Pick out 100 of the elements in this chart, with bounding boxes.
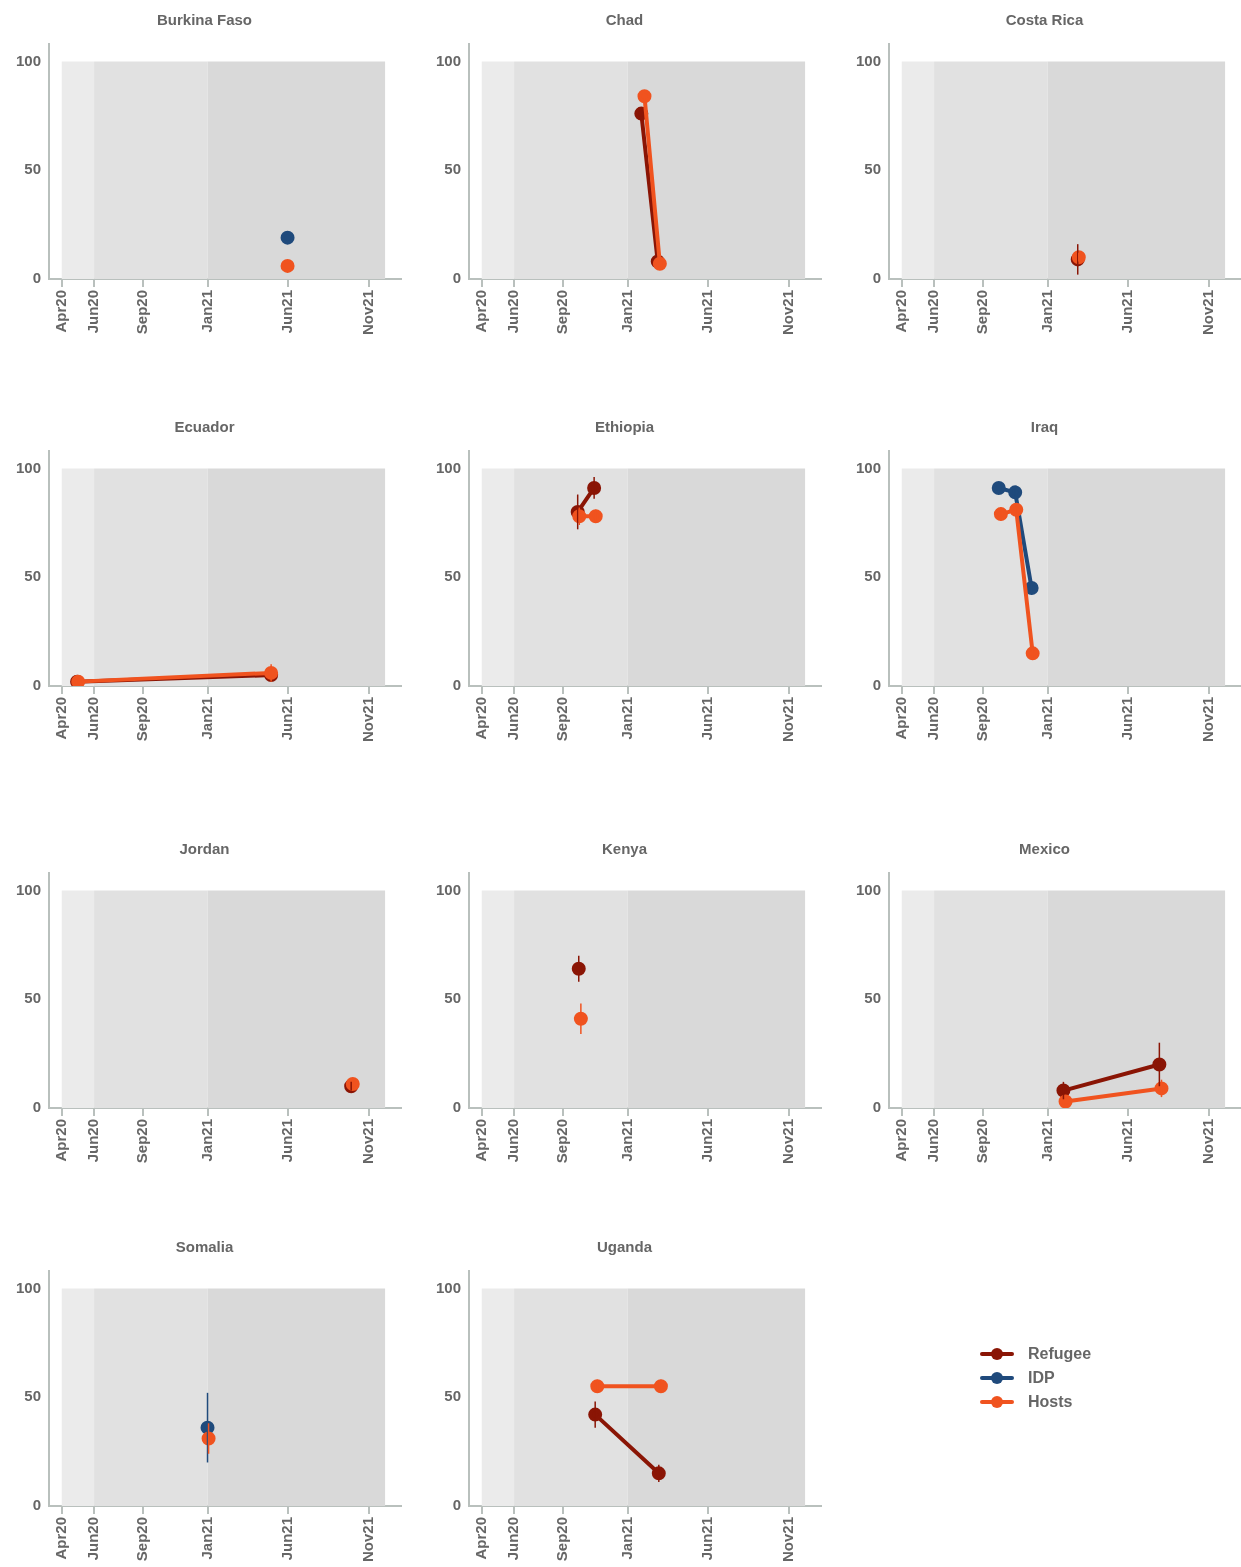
y-tick-label: 50 bbox=[864, 989, 882, 1007]
y-tick-label: 50 bbox=[444, 1387, 462, 1405]
x-tick-label: Nov21 bbox=[358, 289, 376, 336]
x-tick-label: Nov21 bbox=[778, 696, 796, 743]
y-tick-label: 0 bbox=[32, 676, 42, 694]
x-tick-label: Jan21 bbox=[197, 289, 215, 333]
y-tick-label: 100 bbox=[856, 880, 882, 898]
x-tick-label: Apr20 bbox=[891, 1118, 909, 1162]
y-tick-label: 0 bbox=[32, 1496, 42, 1514]
x-tick-label: Nov21 bbox=[1198, 1118, 1216, 1165]
x-tick-label: Nov21 bbox=[358, 1516, 376, 1563]
x-tick-label: Jan21 bbox=[1037, 1118, 1055, 1162]
y-tick-label: 100 bbox=[16, 458, 42, 476]
x-tick-label: Apr20 bbox=[471, 1118, 489, 1162]
x-tick-label: Jun20 bbox=[924, 1118, 942, 1163]
x-tick-label: Jan21 bbox=[1037, 696, 1055, 740]
x-tick-label: Jan21 bbox=[617, 696, 635, 740]
y-tick-label: 100 bbox=[436, 51, 462, 69]
x-tick-label: Sep20 bbox=[552, 696, 570, 742]
x-tick-label: Jan21 bbox=[617, 1118, 635, 1162]
chart-title: Iraq bbox=[1030, 418, 1059, 436]
x-tick-label: Jan21 bbox=[1037, 289, 1055, 333]
y-tick-label: 50 bbox=[444, 989, 462, 1007]
x-tick-label: Sep20 bbox=[972, 1118, 990, 1164]
x-tick-label: Jun20 bbox=[84, 1516, 102, 1561]
y-tick-label: 50 bbox=[24, 989, 42, 1007]
x-tick-label: Nov21 bbox=[1198, 696, 1216, 743]
y-tick-label: 50 bbox=[444, 567, 462, 585]
y-tick-label: 0 bbox=[452, 1496, 462, 1514]
y-tick-label: 100 bbox=[436, 1278, 462, 1296]
chart-title: Ethiopia bbox=[594, 418, 655, 436]
y-tick-label: 50 bbox=[24, 567, 42, 585]
chart-title: Kenya bbox=[601, 840, 648, 858]
x-tick-label: Apr20 bbox=[891, 696, 909, 740]
x-tick-label: Nov21 bbox=[1198, 289, 1216, 336]
x-tick-label: Apr20 bbox=[891, 289, 909, 333]
x-tick-label: Jun21 bbox=[1117, 696, 1135, 741]
x-tick-label: Jun21 bbox=[697, 1118, 715, 1163]
x-tick-label: Nov21 bbox=[778, 289, 796, 336]
y-tick-label: 0 bbox=[872, 676, 882, 694]
x-tick-label: Nov21 bbox=[778, 1118, 796, 1165]
legend-label: Hosts bbox=[1028, 1393, 1073, 1411]
chart-title: Costa Rica bbox=[1005, 11, 1084, 29]
x-tick-label: Jan21 bbox=[197, 696, 215, 740]
x-tick-label: Jun21 bbox=[697, 1516, 715, 1561]
x-tick-label: Jun21 bbox=[697, 696, 715, 741]
legend-label: IDP bbox=[1028, 1369, 1055, 1387]
x-tick-label: Jun21 bbox=[277, 289, 295, 334]
x-tick-label: Sep20 bbox=[552, 289, 570, 335]
x-tick-label: Sep20 bbox=[132, 1118, 150, 1164]
chart-title: Mexico bbox=[1019, 840, 1070, 858]
x-tick-label: Sep20 bbox=[552, 1118, 570, 1164]
y-tick-label: 0 bbox=[452, 1098, 462, 1116]
y-tick-label: 50 bbox=[864, 567, 882, 585]
x-tick-label: Jun21 bbox=[277, 1516, 295, 1561]
x-tick-label: Sep20 bbox=[132, 1516, 150, 1562]
x-tick-label: Apr20 bbox=[51, 289, 69, 333]
x-tick-label: Jun21 bbox=[277, 696, 295, 741]
x-tick-label: Sep20 bbox=[552, 1516, 570, 1562]
x-tick-label: Jun20 bbox=[504, 289, 522, 334]
y-tick-label: 0 bbox=[32, 1098, 42, 1116]
x-tick-label: Apr20 bbox=[51, 1118, 69, 1162]
x-tick-label: Apr20 bbox=[471, 696, 489, 740]
x-tick-label: Nov21 bbox=[778, 1516, 796, 1563]
chart-title: Ecuador bbox=[174, 418, 235, 436]
y-tick-label: 50 bbox=[24, 160, 42, 178]
x-tick-label: Jan21 bbox=[197, 1516, 215, 1560]
y-tick-label: 0 bbox=[452, 269, 462, 287]
y-tick-label: 0 bbox=[872, 1098, 882, 1116]
y-tick-label: 100 bbox=[16, 1278, 42, 1296]
x-tick-label: Nov21 bbox=[358, 696, 376, 743]
y-tick-label: 50 bbox=[444, 160, 462, 178]
y-tick-label: 100 bbox=[856, 458, 882, 476]
x-tick-label: Nov21 bbox=[358, 1118, 376, 1165]
x-tick-label: Jan21 bbox=[617, 1516, 635, 1560]
legend-label: Refugee bbox=[1028, 1345, 1092, 1363]
x-tick-label: Sep20 bbox=[972, 696, 990, 742]
x-tick-label: Jun20 bbox=[84, 696, 102, 741]
x-tick-label: Apr20 bbox=[471, 289, 489, 333]
x-tick-label: Apr20 bbox=[51, 696, 69, 740]
y-tick-label: 50 bbox=[24, 1387, 42, 1405]
x-tick-label: Jun20 bbox=[504, 696, 522, 741]
y-tick-label: 0 bbox=[452, 676, 462, 694]
chart-title: Jordan bbox=[179, 840, 230, 858]
x-tick-label: Sep20 bbox=[972, 289, 990, 335]
x-tick-label: Jun20 bbox=[924, 289, 942, 334]
chart-title: Somalia bbox=[175, 1238, 234, 1256]
x-tick-label: Jun21 bbox=[697, 289, 715, 334]
x-tick-label: Jan21 bbox=[617, 289, 635, 333]
x-tick-label: Jun21 bbox=[1117, 289, 1135, 334]
x-tick-label: Jun20 bbox=[84, 1118, 102, 1163]
chart-title: Burkina Faso bbox=[156, 11, 253, 29]
x-tick-label: Jun20 bbox=[924, 696, 942, 741]
x-tick-label: Jun20 bbox=[504, 1516, 522, 1561]
x-tick-label: Sep20 bbox=[132, 696, 150, 742]
x-tick-label: Jan21 bbox=[197, 1118, 215, 1162]
y-tick-label: 0 bbox=[32, 269, 42, 287]
y-tick-label: 50 bbox=[864, 160, 882, 178]
x-tick-label: Jun21 bbox=[277, 1118, 295, 1163]
y-tick-label: 100 bbox=[436, 880, 462, 898]
